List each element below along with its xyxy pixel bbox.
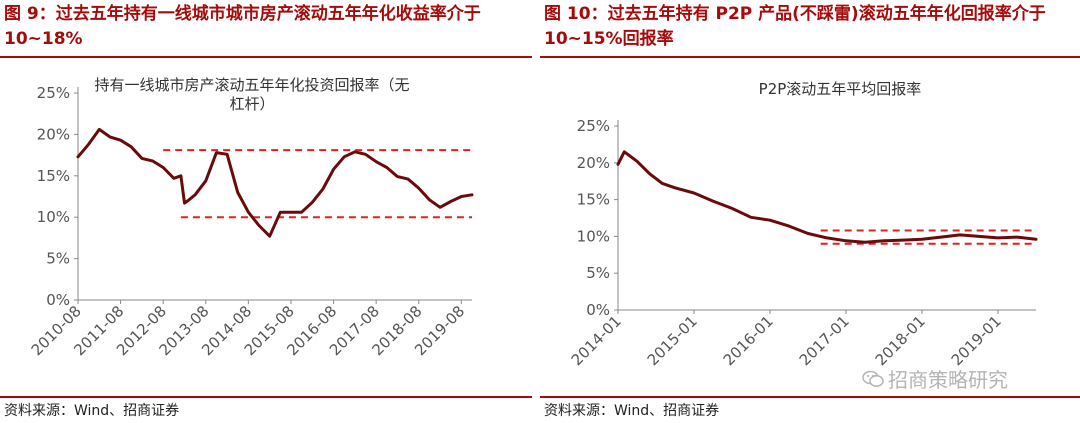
y-tick-label: 5% (586, 264, 610, 282)
title-divider (0, 56, 532, 58)
chart-title: 杠杆） (229, 95, 274, 113)
series-line (616, 150, 1038, 244)
chart-title: P2P滚动五年平均回报率 (759, 80, 922, 98)
x-tick-label: 2015-01 (644, 312, 701, 369)
source-divider (0, 396, 532, 398)
x-tick-label: 2014-01 (568, 312, 625, 369)
y-tick-label: 15% (37, 167, 70, 185)
y-tick-label: 20% (37, 125, 70, 143)
y-tick-label: 0% (46, 291, 70, 309)
chart-title: 持有一线城市房产滚动五年年化投资回报率（无 (94, 76, 409, 94)
y-tick-label: 5% (46, 250, 70, 268)
figure-title: 图 10：过去五年持有 P2P 产品(不踩雷)滚动五年年化回报率介于 10~15… (544, 4, 1046, 49)
figure-10-panel: 图 10：过去五年持有 P2P 产品(不踩雷)滚动五年年化回报率介于 10~15… (540, 0, 1080, 423)
chart-p2p-returns: P2P滚动五年平均回报率 0% 5% 10% 15% 20% 25% 2014-01 2015-… (568, 80, 1038, 369)
x-tick-label: 2018-01 (872, 312, 929, 369)
source-note: 资料来源：Wind、招商证券 (544, 403, 720, 419)
y-tick-label: 10% (577, 227, 610, 245)
title-divider (540, 56, 1080, 58)
figure-title: 图 9：过去五年持有一线城市城市房产滚动五年年化收益率介于 10~18% (4, 4, 481, 49)
source-note: 资料来源：Wind、招商证券 (4, 403, 180, 419)
x-tick-label: 2016-01 (720, 312, 777, 369)
wechat-icon (862, 370, 884, 387)
y-tick-label: 10% (37, 208, 70, 226)
chart-housing-returns: 持有一线城市房产滚动五年年化投资回报率（无杠杆） 0% 5% 10% 15% 20% 25%… (28, 76, 474, 359)
source-divider (540, 396, 1080, 398)
watermark-text: 招商策略研究 (888, 368, 1008, 392)
watermark: 招商策略研究 (862, 364, 1008, 393)
y-tick-label: 25% (37, 84, 70, 102)
y-tick-label: 25% (577, 117, 610, 135)
series-line (76, 127, 474, 238)
x-tick-label: 2017-01 (796, 312, 853, 369)
figure-9-panel: 图 9：过去五年持有一线城市城市房产滚动五年年化收益率介于 10~18% 持有一… (0, 0, 532, 423)
y-tick-label: 20% (577, 154, 610, 172)
y-tick-label: 0% (586, 301, 610, 319)
y-tick-label: 15% (577, 191, 610, 209)
x-tick-label: 2019-01 (948, 312, 1005, 369)
